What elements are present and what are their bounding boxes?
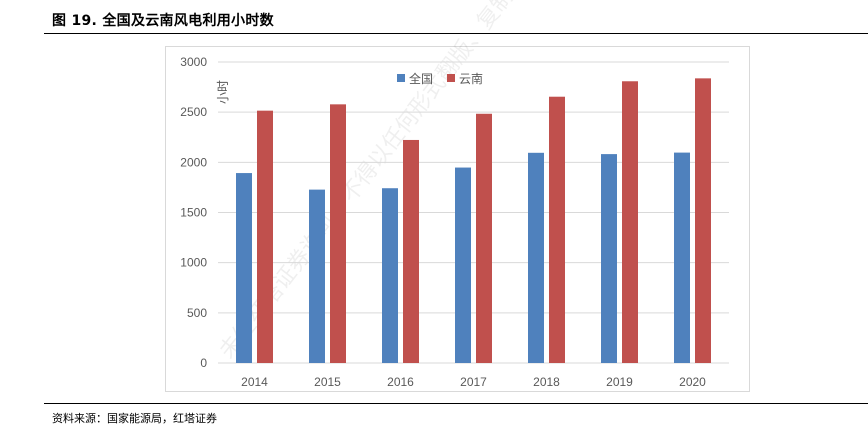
y-tick-label: 2000 xyxy=(180,155,207,169)
y-tick-label: 500 xyxy=(187,306,207,320)
top-rule xyxy=(44,33,868,34)
bar-national-2016 xyxy=(382,188,398,363)
y-axis-label: 小时 xyxy=(216,80,230,104)
bar-yunnan-2017 xyxy=(476,113,492,363)
x-tick-label: 2020 xyxy=(679,375,706,389)
x-tick-label: 2015 xyxy=(314,375,341,389)
y-tick-label: 1500 xyxy=(180,206,207,220)
bar-national-2019 xyxy=(601,154,617,363)
x-tick-label: 2018 xyxy=(533,375,560,389)
bar-national-2015 xyxy=(309,189,325,363)
bottom-rule xyxy=(44,403,868,404)
bar-yunnan-2018 xyxy=(549,96,565,363)
figure-title: 图 19. 全国及云南风电利用小时数 xyxy=(52,13,274,29)
bar-national-2020 xyxy=(674,152,690,363)
y-tick-label: 0 xyxy=(200,356,207,370)
source-note: 资料来源：国家能源局，红塔证券 xyxy=(52,412,217,425)
bar-yunnan-2014 xyxy=(257,110,273,363)
grid-layer xyxy=(218,61,729,364)
y-tick-label: 2500 xyxy=(180,105,207,119)
y-tick-label: 1000 xyxy=(180,256,207,270)
x-tick-label: 2019 xyxy=(606,375,633,389)
bar-national-2018 xyxy=(528,152,544,363)
bar-yunnan-2015 xyxy=(330,104,346,363)
chart-frame xyxy=(165,46,750,392)
bar-yunnan-2020 xyxy=(695,78,711,363)
x-tick-label: 2017 xyxy=(460,375,487,389)
bar-national-2017 xyxy=(455,167,471,363)
x-tick-label: 2016 xyxy=(387,375,414,389)
bar-national-2014 xyxy=(236,173,252,363)
label-layer: 0 500 1000 1500 2000 2500 3000 2014 2015 2016 2017… xyxy=(180,55,706,389)
legend: 全国 云南 xyxy=(397,71,483,86)
legend-label-national: 全国 xyxy=(409,71,433,86)
y-tick-label: 3000 xyxy=(180,55,207,69)
legend-swatch-national xyxy=(397,74,405,82)
bar-layer xyxy=(236,78,711,363)
legend-label-yunnan: 云南 xyxy=(459,71,483,86)
bar-yunnan-2016 xyxy=(403,139,419,363)
x-tick-label: 2014 xyxy=(241,375,268,389)
bar-yunnan-2019 xyxy=(622,81,638,363)
legend-swatch-yunnan xyxy=(447,74,455,82)
